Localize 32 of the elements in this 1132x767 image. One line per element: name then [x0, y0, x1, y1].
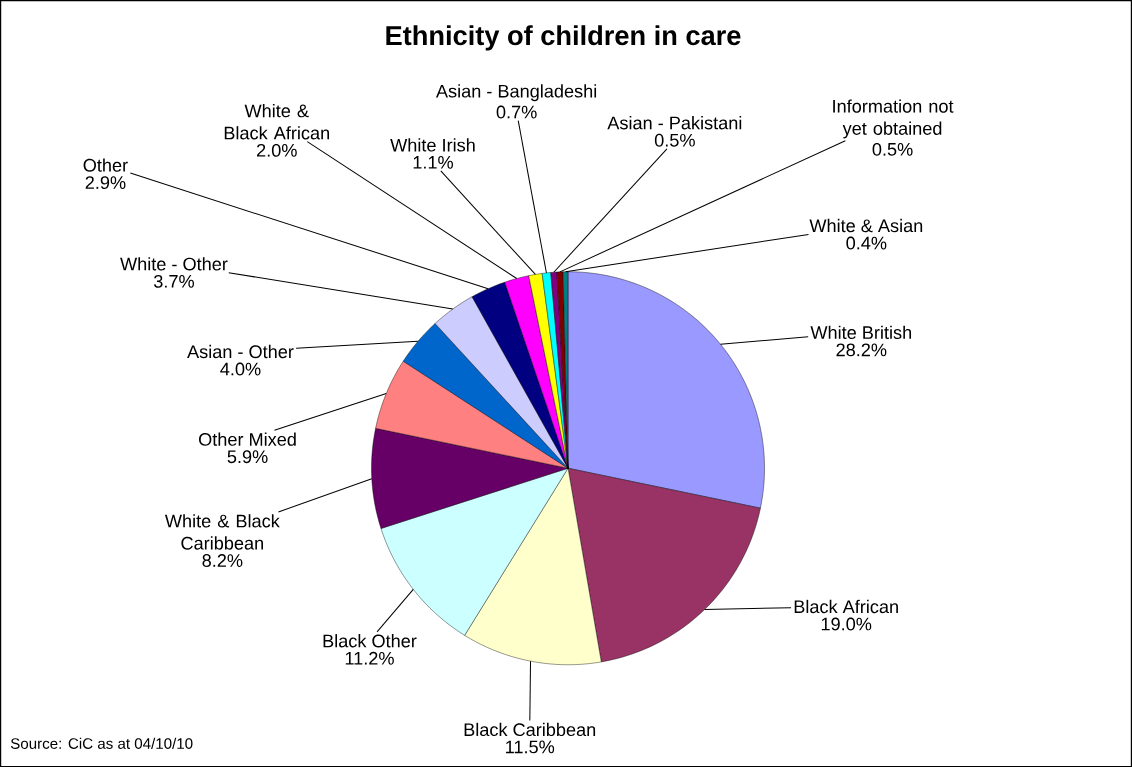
data-label: 11.5%	[506, 740, 555, 754]
slice-label: White British	[810, 325, 912, 339]
data-label: 1.1%	[413, 155, 454, 169]
slice-label: Black Other	[323, 634, 417, 648]
data-label: 0.5%	[654, 133, 695, 147]
slice-label: Other Mixed	[198, 432, 296, 446]
data-label: 5.9%	[227, 450, 268, 464]
data-label: 0.4%	[846, 236, 887, 250]
data-label: 8.2%	[202, 554, 243, 567]
slice-label: Asian - Bangladeshi	[435, 84, 597, 102]
slice-label: White Irish	[390, 138, 475, 152]
data-label: 19.0%	[821, 617, 872, 631]
slice-label: White & Black African	[224, 103, 329, 140]
data-label: 2.0%	[257, 143, 297, 157]
data-label: 11.2%	[345, 651, 394, 665]
data-label: 4.0%	[220, 362, 261, 376]
data-label: 0.7%	[496, 105, 537, 119]
slice-label: Black African	[794, 599, 898, 614]
slice-label: White & Black Caribbean	[164, 514, 280, 550]
slice-label: Black Caribbean	[464, 722, 596, 737]
slice-label: Asian - Pakistani	[607, 115, 742, 130]
slice-label: Other	[83, 158, 128, 172]
slice-label: White - Other	[120, 257, 228, 271]
data-label: 3.7%	[153, 274, 194, 288]
data-label: 2.9%	[85, 176, 126, 189]
data-label: 28.2%	[836, 343, 887, 357]
slice-label: Information not yet obtained	[833, 99, 954, 139]
slice-label: Asian - Other	[187, 344, 294, 359]
slice-label: White & Asian	[809, 218, 923, 233]
source-note: Source: CiC as at 04/10/10	[10, 737, 193, 749]
chart-title: Ethnicity of children in care	[386, 25, 741, 51]
data-label: 0.5%	[872, 142, 913, 156]
